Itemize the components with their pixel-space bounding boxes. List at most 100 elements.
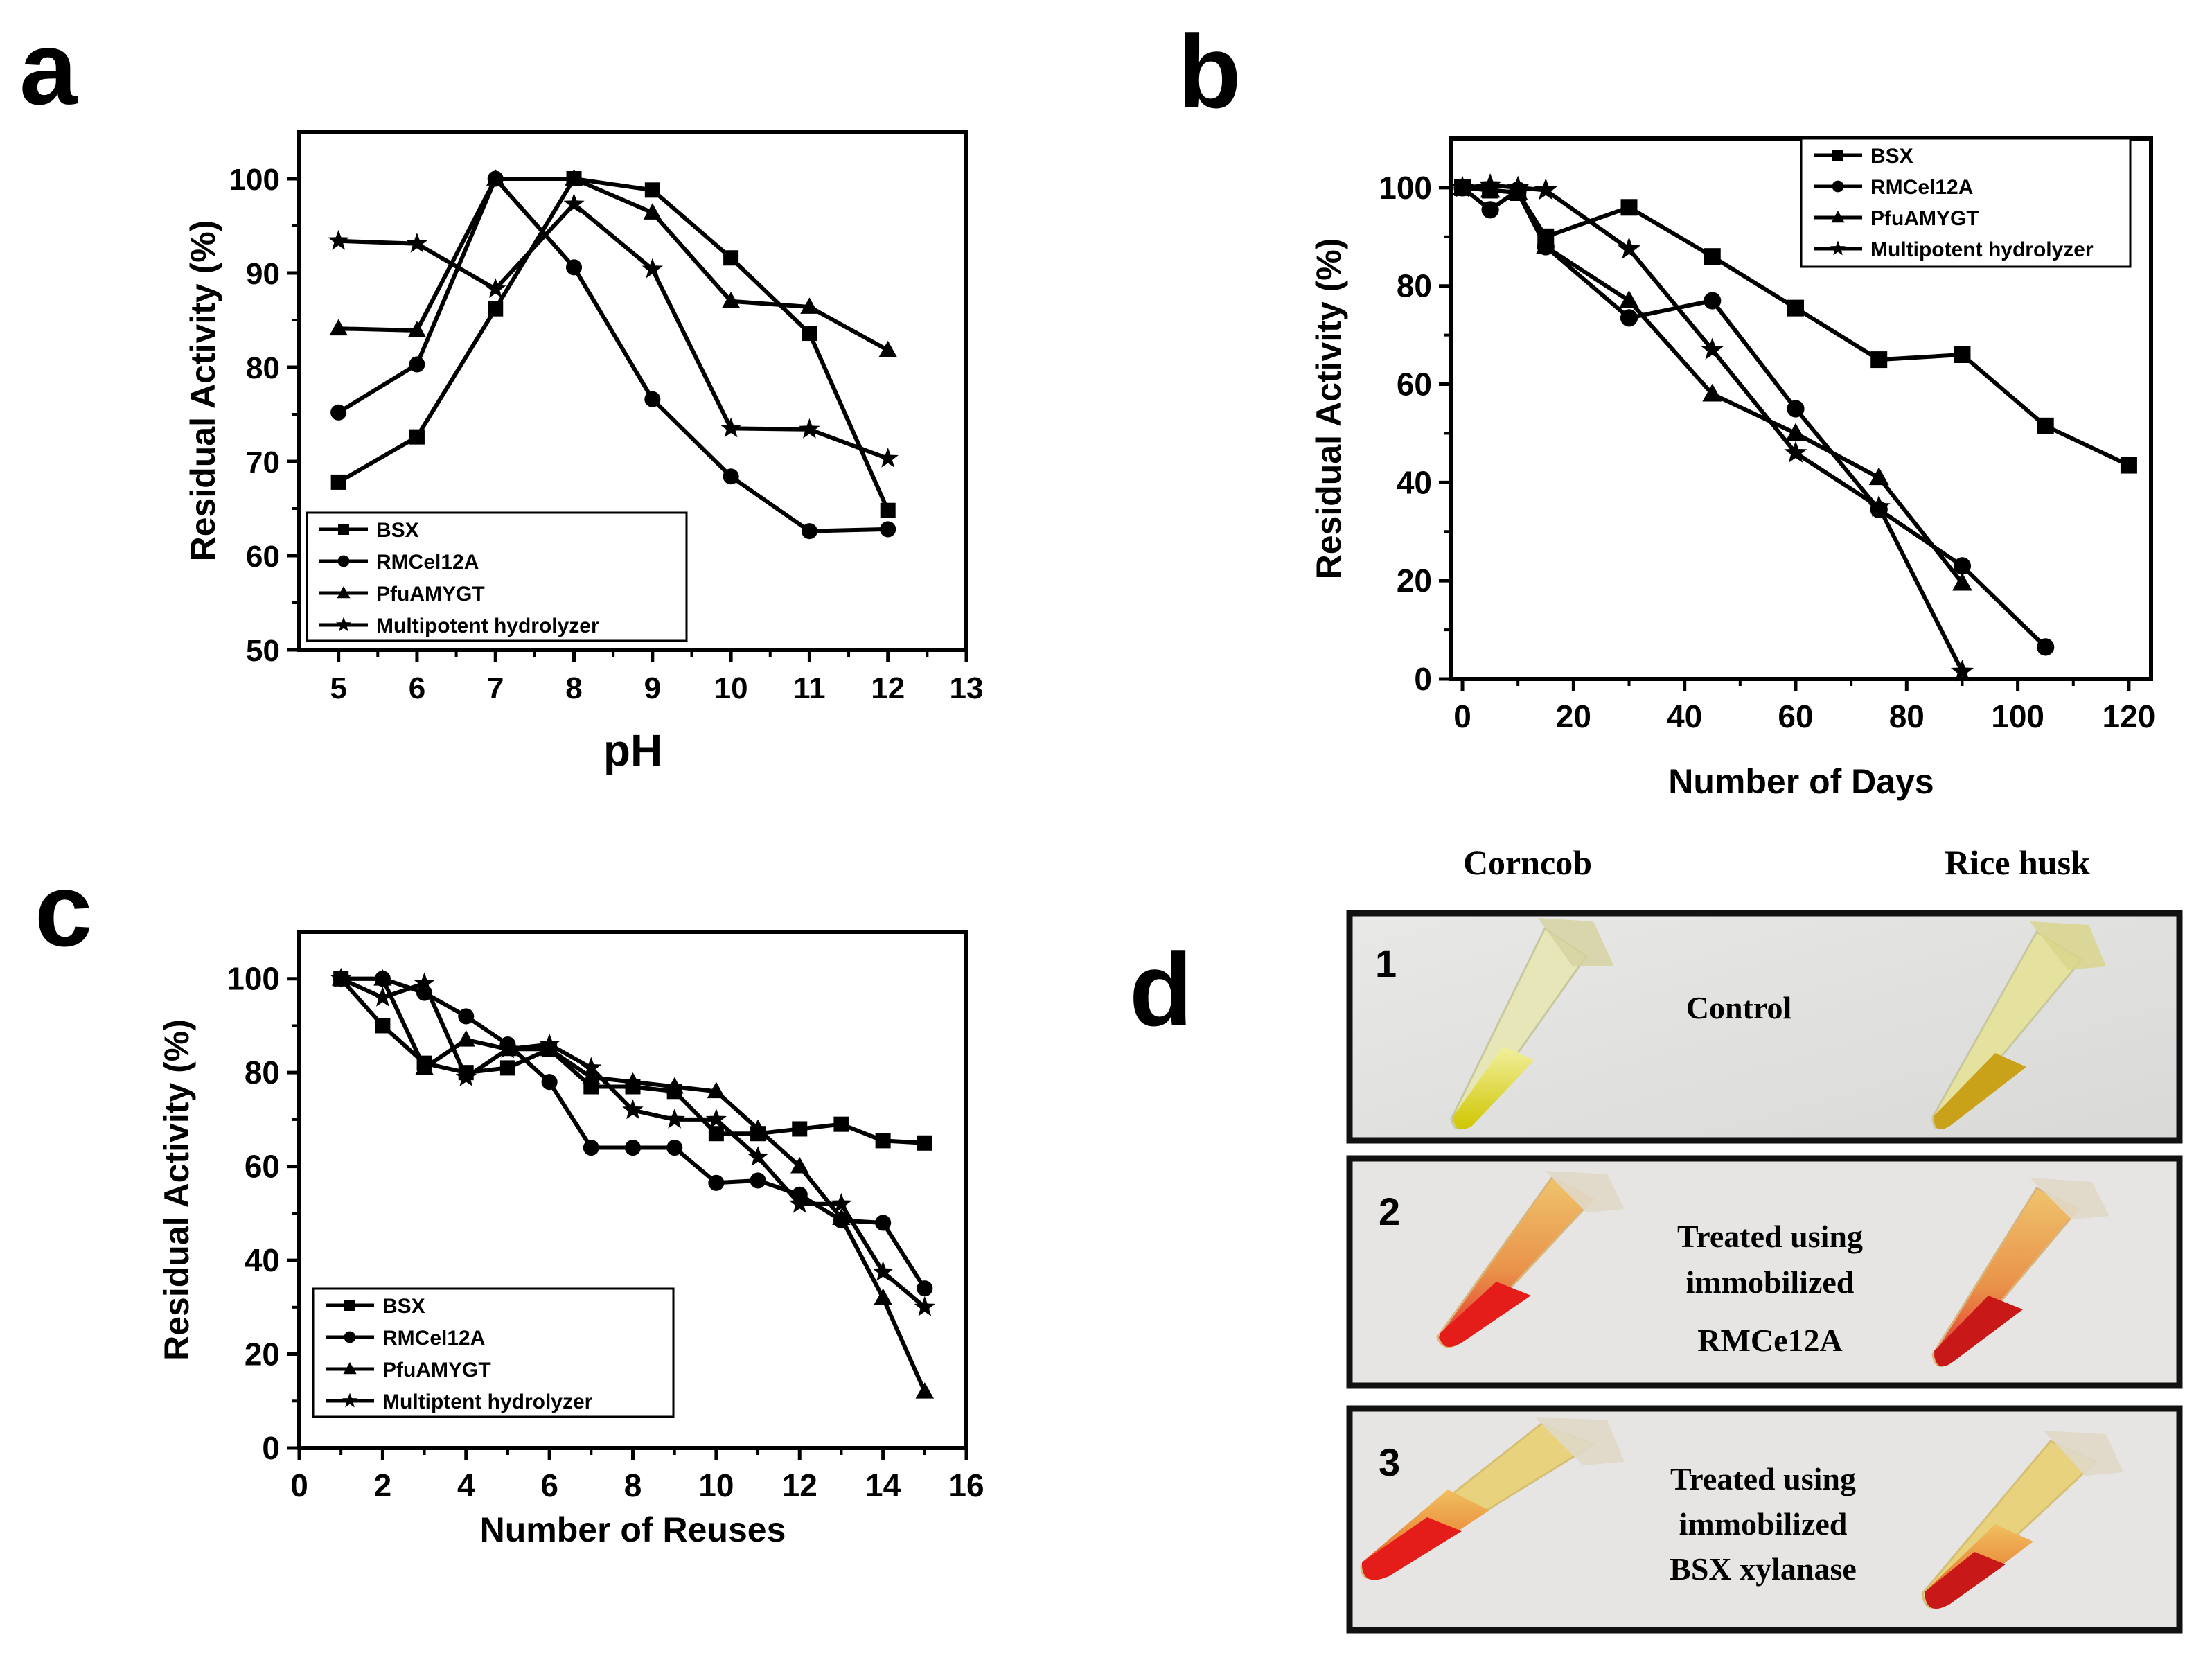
y-tick-label: 50 <box>246 634 280 668</box>
data-point-star <box>330 967 352 988</box>
data-point-star <box>664 1109 685 1129</box>
photo-row-3: 3 Treated using immobilized BSX xylanase <box>1346 1405 2183 1634</box>
data-point-star <box>1451 175 1474 197</box>
data-point-star <box>539 1033 560 1054</box>
data-point-star <box>872 1261 894 1281</box>
data-point-square <box>1787 299 1804 317</box>
photo-panel-d: Corncob Rice husk 1 Control 2 <box>1346 843 2183 1634</box>
legend: BSX RMCel12A PfuAMYGT Multipotent hydrolyze… <box>1800 137 2132 268</box>
x-tick-label: 12 <box>782 1467 817 1503</box>
data-point-circle <box>917 1280 933 1297</box>
legend-entry-label: PfuAMYGT <box>376 583 485 606</box>
data-point-square <box>723 250 739 266</box>
y-tick-label: 80 <box>245 1054 280 1091</box>
x-tick-label: 100 <box>1991 698 2044 734</box>
y-tick-label: 60 <box>245 1149 280 1185</box>
x-tick-label: 5 <box>330 671 346 705</box>
legend-entry-label: BSX <box>376 519 419 542</box>
data-point-star <box>1534 178 1557 200</box>
panel-letter-a: a <box>19 10 78 126</box>
panel-letter-c: c <box>35 851 92 968</box>
tube-rice-husk-bsx <box>1921 1431 2123 1609</box>
x-tick-label: 20 <box>1556 698 1591 734</box>
data-point-circle <box>880 521 896 538</box>
data-point-square <box>330 474 346 490</box>
legend-entry-label: RMCel12A <box>1870 176 1973 199</box>
data-point-star <box>705 1109 727 1129</box>
photo-frame <box>1346 1405 2183 1634</box>
data-point-square <box>499 1060 515 1076</box>
series-line <box>338 202 889 461</box>
data-point-star <box>372 986 393 1007</box>
x-tick-label: 60 <box>1778 698 1813 734</box>
y-tick-label: 70 <box>246 445 280 479</box>
data-point-circle <box>565 259 583 276</box>
data-point-star <box>789 1192 811 1213</box>
chart-a-ph-stability: 5 6 7 8 9 10 11 12 13 50 60 70 80 90 100 pH Residual Act… <box>184 130 983 775</box>
x-tick-label: 0 <box>290 1467 308 1503</box>
data-point-star <box>720 417 742 438</box>
photo-row-2: 2 Treated using immobilized RMCe12A <box>1346 1155 2183 1389</box>
data-point-star <box>497 1038 519 1059</box>
data-point-square <box>1620 199 1638 216</box>
y-tick-label: 80 <box>246 351 280 385</box>
panel-letter-d: d <box>1129 931 1193 1048</box>
data-point-square <box>917 1135 932 1151</box>
legend: BSX RMCel12A PfuAMYGT Multiptent hydrolyzer <box>312 1287 675 1418</box>
series-triangle <box>329 169 897 357</box>
photo-row-number: 1 <box>1375 942 1397 985</box>
data-point-square <box>1954 346 1971 363</box>
series-square <box>330 171 896 518</box>
y-tick-label: 20 <box>245 1336 280 1372</box>
data-point-star <box>581 1057 602 1077</box>
data-point-star <box>455 1066 477 1086</box>
x-tick-label: 10 <box>714 671 748 705</box>
data-point-triangle <box>1952 572 1972 591</box>
data-point-triangle <box>832 1208 851 1226</box>
series-circle <box>330 170 896 540</box>
tube-corncob-control <box>1450 918 1614 1130</box>
data-point-circle <box>1481 201 1499 219</box>
data-point-triangle <box>707 1081 726 1099</box>
data-point-triangle <box>329 319 348 336</box>
x-tick-label: 80 <box>1889 698 1925 734</box>
data-point-circle <box>708 1174 725 1191</box>
tube-corncob-bsx <box>1360 1417 1625 1580</box>
data-point-triangle <box>1785 423 1806 441</box>
data-point-star <box>1867 495 1891 517</box>
legend-marker-triangle <box>343 1362 357 1375</box>
tube-rice-husk-control <box>1931 921 2106 1129</box>
legend-marker-star <box>342 1393 357 1408</box>
data-point-triangle <box>665 1077 684 1094</box>
y-tick-label: 60 <box>1397 367 1432 403</box>
data-point-circle <box>409 356 425 373</box>
y-tick-label: 80 <box>1397 268 1432 304</box>
x-tick-label: 120 <box>2103 698 2156 734</box>
data-point-circle <box>1620 309 1638 327</box>
legend-marker-circle <box>337 555 350 567</box>
tube-corncob-rmce12a <box>1436 1171 1625 1348</box>
photo-row-number: 3 <box>1379 1440 1400 1484</box>
x-tick-label: 7 <box>487 671 504 705</box>
data-point-square <box>1870 351 1888 369</box>
data-point-square <box>2120 457 2137 474</box>
legend-marker-triangle <box>1831 211 1845 223</box>
x-tick-label: 14 <box>865 1467 901 1503</box>
data-point-square <box>708 1126 724 1142</box>
legend: BSX RMCel12A PfuAMYGT Multipotent hydrolyze… <box>306 511 688 642</box>
data-point-circle <box>458 1008 475 1025</box>
data-point-square <box>375 1018 391 1034</box>
data-point-star <box>831 1192 852 1213</box>
legend-entry-label: Multiptent hydrolyzer <box>382 1390 593 1413</box>
data-point-square <box>644 182 660 198</box>
data-point-triangle <box>373 969 392 986</box>
y-tick-label: 0 <box>1414 661 1432 697</box>
data-point-square <box>880 502 896 518</box>
tube-rice-husk-rmce12a <box>1931 1178 2109 1367</box>
data-point-star <box>642 258 663 279</box>
x-tick-label: 6 <box>540 1467 558 1503</box>
data-point-star <box>485 278 506 298</box>
data-point-triangle <box>623 1072 642 1089</box>
x-tick-label: 12 <box>871 671 905 705</box>
photo-caption-line: Treated using <box>1670 1461 1856 1496</box>
